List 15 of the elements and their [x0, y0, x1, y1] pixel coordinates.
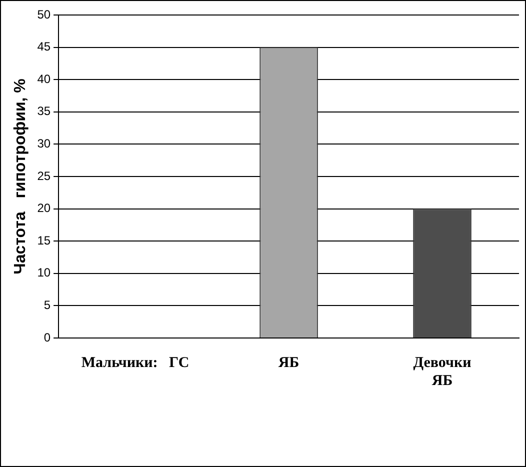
- x-tick-label: Мальчики: ГС: [81, 354, 190, 371]
- y-tick-label: 20: [37, 201, 51, 216]
- x-tick-label: ЯБ: [278, 354, 300, 371]
- y-tick-label: 10: [37, 266, 51, 280]
- x-tick-label: Девочки ЯБ: [413, 354, 472, 389]
- y-axis-title: Частота гипотрофии, %: [12, 78, 30, 274]
- y-tick-label: 50: [37, 7, 51, 22]
- y-tick-label: 45: [37, 40, 51, 54]
- y-tick-label: 40: [37, 72, 51, 86]
- y-tick-label: 0: [44, 330, 51, 344]
- y-tick-label: 15: [37, 233, 51, 248]
- y-tick-label: 35: [37, 104, 51, 118]
- y-tick-label: 5: [44, 298, 51, 312]
- y-tick-label: 30: [37, 136, 51, 151]
- y-tick-label: 25: [37, 168, 51, 183]
